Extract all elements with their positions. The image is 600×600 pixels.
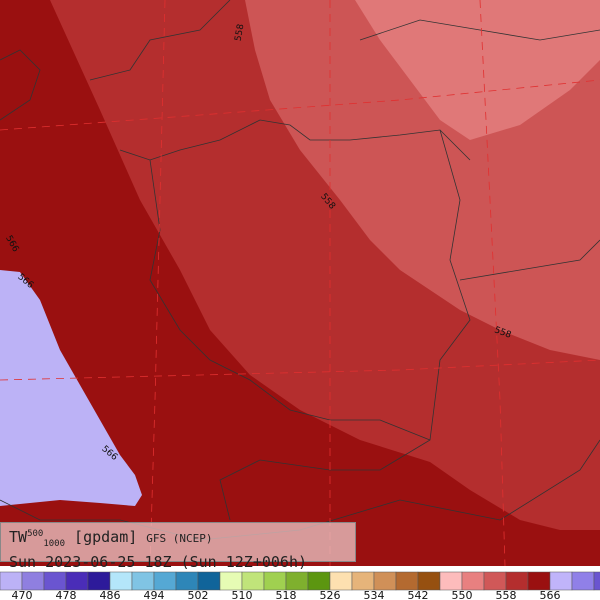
variable: TW — [9, 528, 28, 546]
colorbar-swatch — [21, 571, 45, 591]
colorbar-swatch — [417, 571, 441, 591]
colorbar-label: 550 — [452, 589, 473, 600]
colorbar-label: 558 — [496, 589, 517, 600]
colorbar-swatch — [307, 571, 331, 591]
colorbar-swatch — [263, 571, 287, 591]
colorbar-swatch — [571, 571, 595, 591]
colorbar-swatch — [483, 571, 507, 591]
title-line: TW5001000 [gpdam] GFS (NCEP) — [9, 525, 347, 553]
colorbar-label: 486 — [100, 589, 121, 600]
colorbar-swatch — [395, 571, 419, 591]
title-box: TW5001000 [gpdam] GFS (NCEP) Sun 2023-06… — [0, 522, 356, 571]
colorbar-label: 534 — [364, 589, 385, 600]
colorbar-swatch — [175, 571, 199, 591]
colorbar: 470 478 486 494 502 510 518 526 534 542 550 558 566 — [0, 571, 600, 600]
borders — [0, 0, 600, 541]
colorbar-swatch — [109, 571, 133, 591]
colorbar-swatch — [241, 571, 265, 591]
grid-lines — [0, 0, 600, 567]
model: GFS (NCEP) — [146, 532, 213, 545]
colorbar-label: 470 — [12, 589, 33, 600]
colorbar-label: 510 — [232, 589, 253, 600]
colorbar-label: 542 — [408, 589, 429, 600]
colorbar-swatch — [65, 571, 89, 591]
colorbar-swatch — [527, 571, 551, 591]
valid-time: Sun 2023-06-25 18Z (Sun 12Z+006h) — [9, 553, 308, 571]
colorbar-swatch — [461, 571, 485, 591]
colorbar-label: 478 — [56, 589, 77, 600]
colorbar-swatch — [197, 571, 221, 591]
colorbar-swatch — [351, 571, 375, 591]
unit: [gpdam] — [74, 528, 138, 546]
shade-region — [355, 0, 600, 140]
colorbar-label: 518 — [276, 589, 297, 600]
colorbar-swatch — [43, 571, 67, 591]
colorbar-swatch — [219, 571, 243, 591]
colorbar-swatch — [153, 571, 177, 591]
colorbar-swatch — [131, 571, 155, 591]
colorbar-swatch — [505, 571, 529, 591]
shade-region — [0, 270, 142, 506]
level-bottom: 1000 — [43, 539, 66, 549]
colorbar-label: 566 — [540, 589, 561, 600]
colorbar-swatch — [0, 571, 23, 591]
level-top: 500 — [27, 529, 44, 539]
colorbar-swatch — [593, 571, 600, 591]
colorbar-label: 494 — [144, 589, 165, 600]
contour-label: 558 — [234, 23, 247, 42]
colorbar-label: 526 — [320, 589, 341, 600]
colorbar-swatch — [373, 571, 397, 591]
colorbar-label: 502 — [188, 589, 209, 600]
colorbar-swatch — [549, 571, 573, 591]
colorbar-swatch — [87, 571, 111, 591]
colorbar-swatch — [285, 571, 309, 591]
colorbar-swatch — [329, 571, 353, 591]
colorbar-swatch — [439, 571, 463, 591]
